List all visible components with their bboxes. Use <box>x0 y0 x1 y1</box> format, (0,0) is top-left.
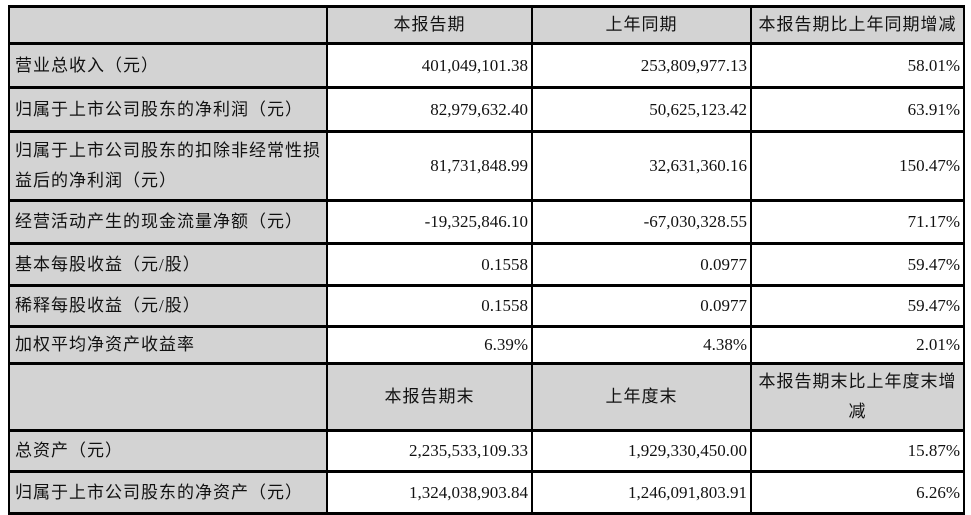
row-label-cell: 总资产（元） <box>8 429 328 473</box>
current-period-cell: 0.1558 <box>326 242 533 287</box>
change-cell: 71.17% <box>750 199 965 245</box>
change-cell: 15.87% <box>750 429 965 473</box>
prior-period-cell: 32,631,360.16 <box>531 130 752 202</box>
balance-header-blank-cell <box>8 362 328 432</box>
prior-period-cell: 50,625,123.42 <box>531 86 752 133</box>
current-period-cell: 2,235,533,109.33 <box>326 429 533 473</box>
results-header-blank-cell <box>8 5 328 45</box>
current-period-cell: 401,049,101.38 <box>326 42 533 89</box>
table-row-net-profit-excl-nonrecurring: 归属于上市公司股东的扣除非经常性损益后的净利润（元） 81,731,848.99… <box>8 130 965 202</box>
table-row-total-assets: 总资产（元） 2,235,533,109.33 1,929,330,450.00… <box>8 429 965 473</box>
row-label-cell: 归属于上市公司股东的扣除非经常性损益后的净利润（元） <box>8 130 328 202</box>
current-period-cell: 0.1558 <box>326 284 533 328</box>
prior-period-cell: 0.0977 <box>531 242 752 287</box>
table-row-net-assets: 归属于上市公司股东的净资产（元） 1,324,038,903.84 1,246,… <box>8 470 965 515</box>
balance-header-change: 本报告期末比上年度末增减 <box>750 362 965 432</box>
results-header-change: 本报告期比上年同期增减 <box>750 5 965 45</box>
table-row-net-profit: 归属于上市公司股东的净利润（元） 82,979,632.40 50,625,12… <box>8 86 965 133</box>
prior-period-cell: 253,809,977.13 <box>531 42 752 89</box>
prior-period-cell: -67,030,328.55 <box>531 199 752 245</box>
current-period-cell: 1,324,038,903.84 <box>326 470 533 515</box>
current-period-cell: 6.39% <box>326 325 533 365</box>
row-label-cell: 加权平均净资产收益率 <box>8 325 328 365</box>
row-label-cell: 经营活动产生的现金流量净额（元） <box>8 199 328 245</box>
row-label-cell: 营业总收入（元） <box>8 42 328 89</box>
balance-header-period-end: 本报告期末 <box>326 362 533 432</box>
change-cell: 2.01% <box>750 325 965 365</box>
prior-period-cell: 0.0977 <box>531 284 752 328</box>
table-row-basic-eps: 基本每股收益（元/股） 0.1558 0.0977 59.47% <box>8 242 965 287</box>
results-header-prior-period: 上年同期 <box>531 5 752 45</box>
table-row-diluted-eps: 稀释每股收益（元/股） 0.1558 0.0977 59.47% <box>8 284 965 328</box>
change-cell: 63.91% <box>750 86 965 133</box>
row-label-cell: 稀释每股收益（元/股） <box>8 284 328 328</box>
prior-period-cell: 4.38% <box>531 325 752 365</box>
prior-period-cell: 1,929,330,450.00 <box>531 429 752 473</box>
financial-summary-table: 本报告期 上年同期 本报告期比上年同期增减 营业总收入（元） 401,049,1… <box>8 5 965 515</box>
current-period-cell: 82,979,632.40 <box>326 86 533 133</box>
results-header-current-period: 本报告期 <box>326 5 533 45</box>
row-label-cell: 归属于上市公司股东的净利润（元） <box>8 86 328 133</box>
change-cell: 58.01% <box>750 42 965 89</box>
table-row-total-revenue: 营业总收入（元） 401,049,101.38 253,809,977.13 5… <box>8 42 965 89</box>
current-period-cell: 81,731,848.99 <box>326 130 533 202</box>
change-cell: 150.47% <box>750 130 965 202</box>
row-label-cell: 归属于上市公司股东的净资产（元） <box>8 470 328 515</box>
current-period-cell: -19,325,846.10 <box>326 199 533 245</box>
prior-period-cell: 1,246,091,803.91 <box>531 470 752 515</box>
change-cell: 59.47% <box>750 284 965 328</box>
balance-header-prior-year-end: 上年度末 <box>531 362 752 432</box>
table-row-operating-cash-flow: 经营活动产生的现金流量净额（元） -19,325,846.10 -67,030,… <box>8 199 965 245</box>
results-header-row: 本报告期 上年同期 本报告期比上年同期增减 <box>8 5 965 45</box>
balance-header-row: 本报告期末 上年度末 本报告期末比上年度末增减 <box>8 362 965 432</box>
row-label-cell: 基本每股收益（元/股） <box>8 242 328 287</box>
change-cell: 6.26% <box>750 470 965 515</box>
table-row-weighted-avg-roe: 加权平均净资产收益率 6.39% 4.38% 2.01% <box>8 325 965 365</box>
change-cell: 59.47% <box>750 242 965 287</box>
